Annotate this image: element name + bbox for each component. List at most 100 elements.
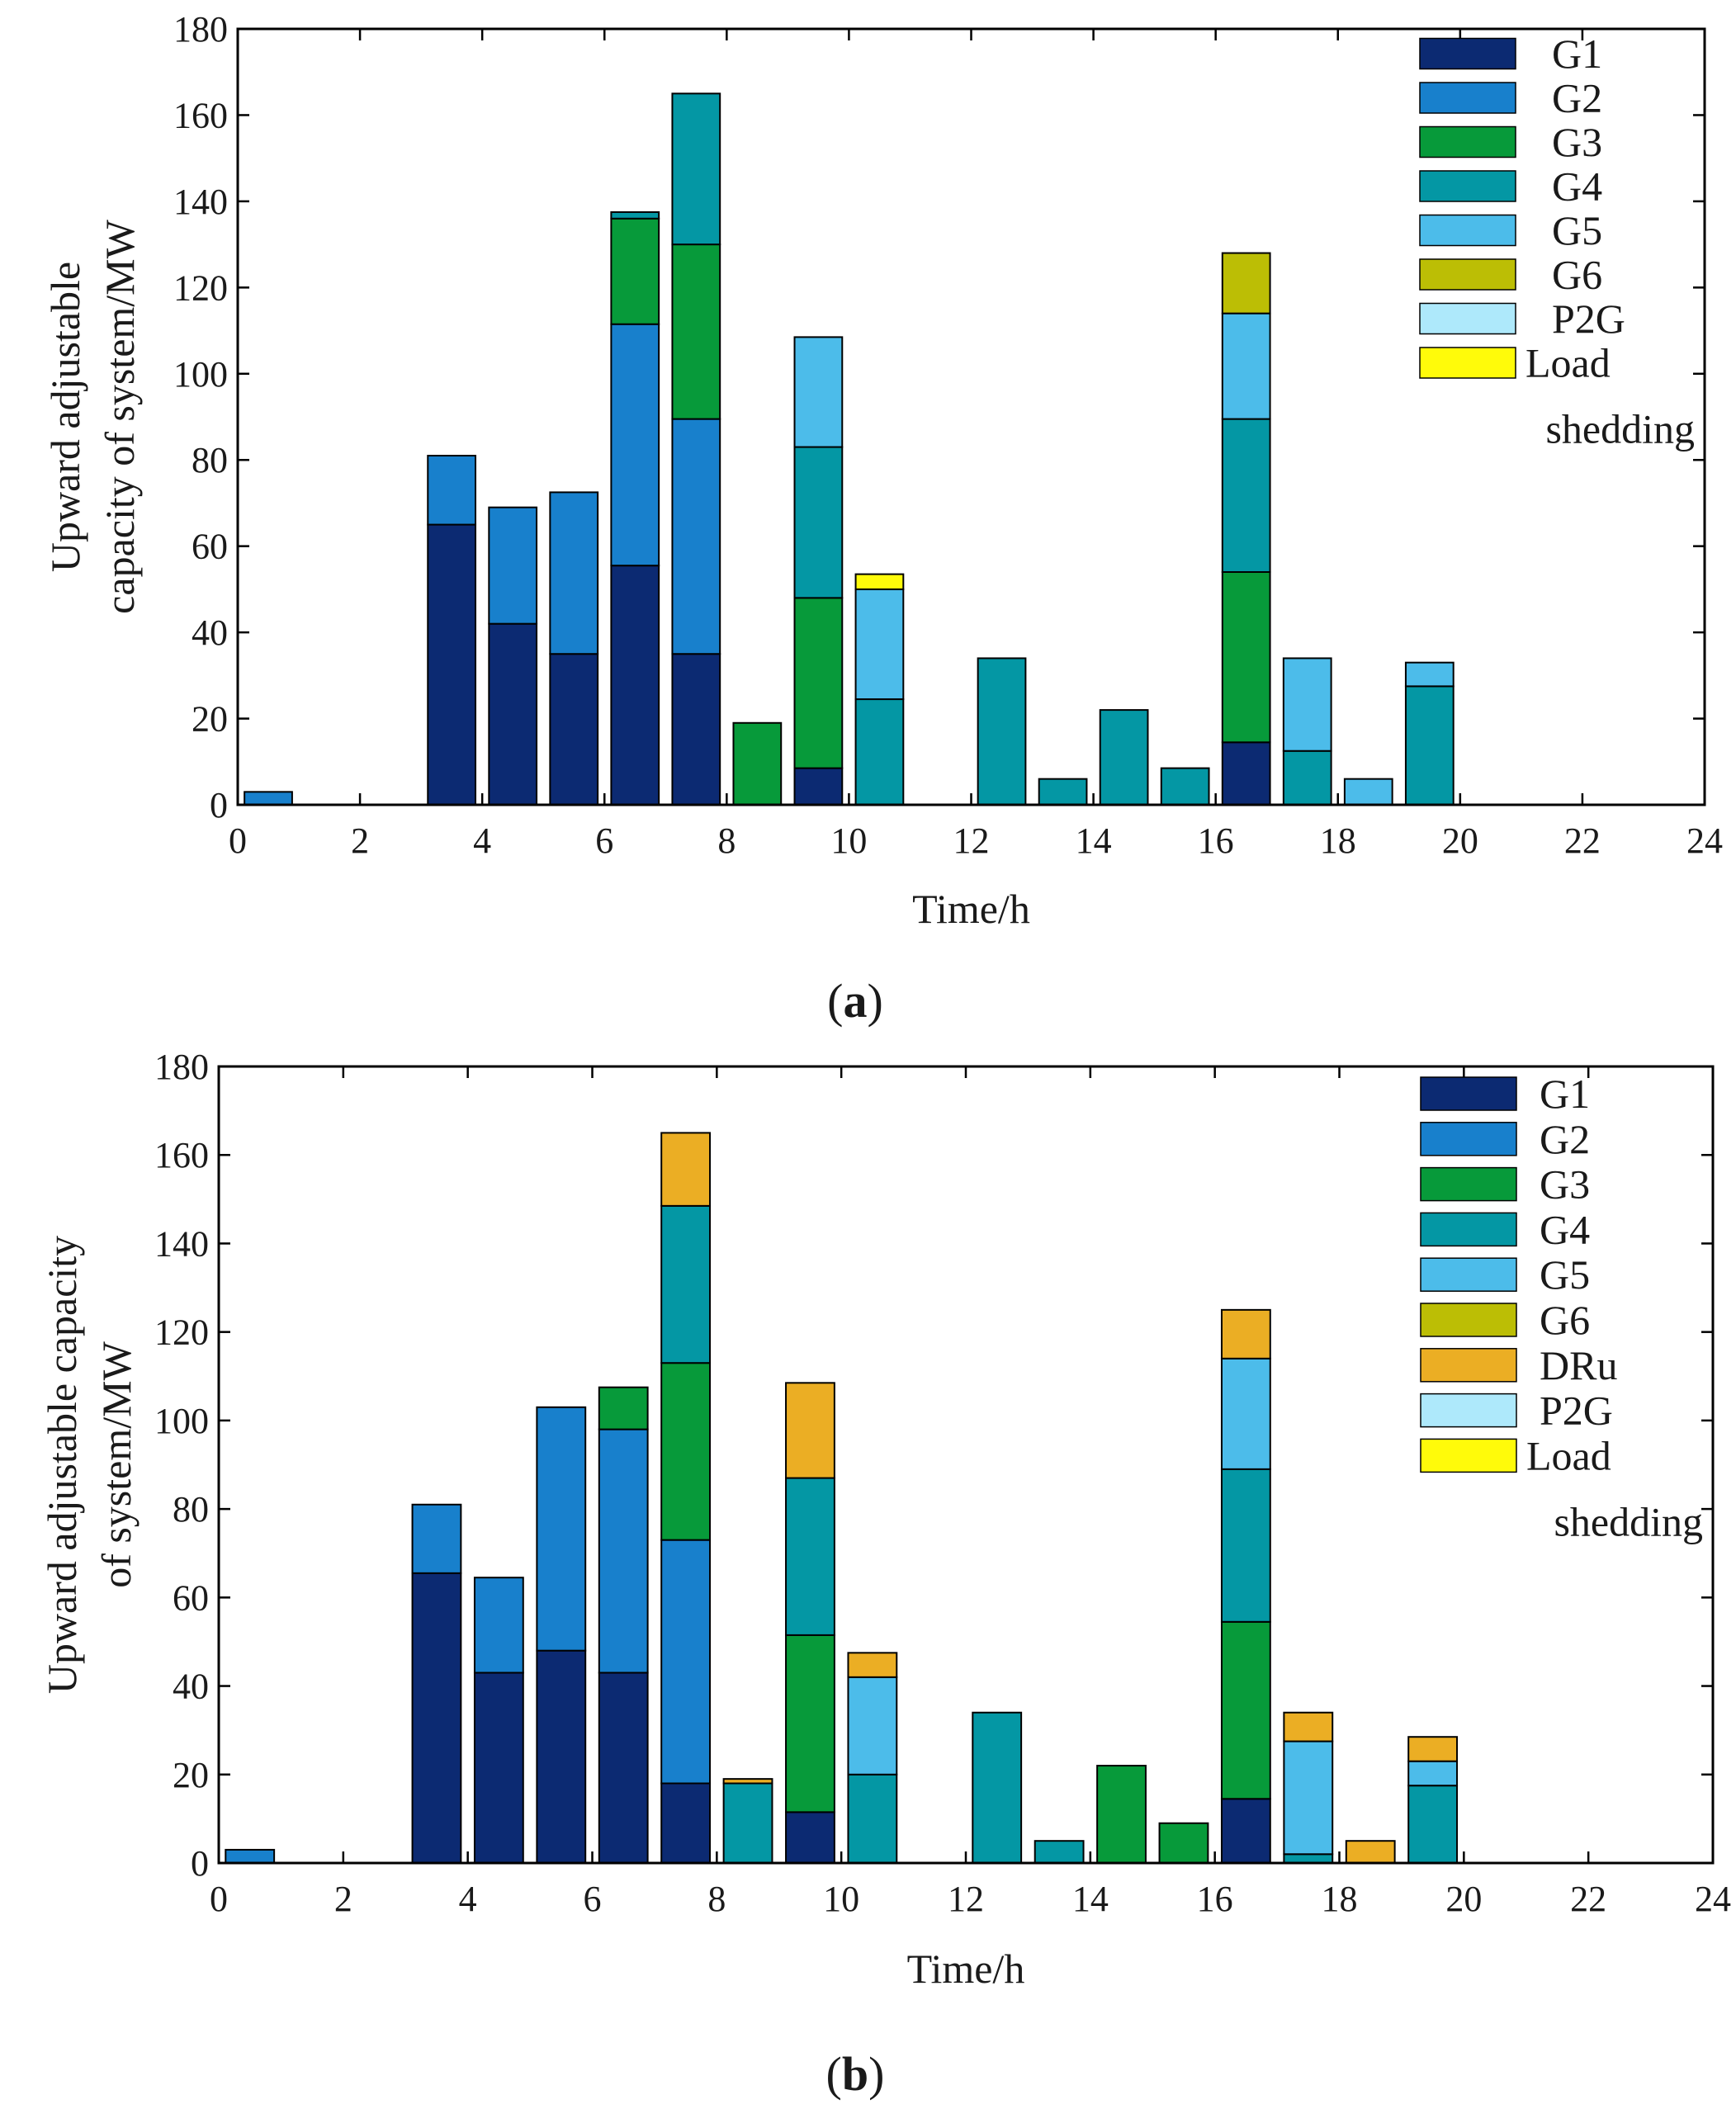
legend-swatch-dru	[1420, 1348, 1517, 1383]
bar-segment-g3-hour-7	[610, 217, 660, 325]
bar-segment-g1-hour-10	[793, 767, 844, 806]
bar-stack-hour-19	[1345, 1840, 1396, 1864]
y-tick-label: 180	[173, 9, 228, 50]
panel-caption: (a)	[827, 974, 883, 1028]
bar-segment-g4-hour-9	[722, 1782, 773, 1864]
caption-open-paren: (	[827, 974, 843, 1028]
legend-label-g4: G4	[1552, 163, 1602, 210]
bar-segment-g4-hour-8	[660, 1204, 712, 1364]
y-tick-label: 120	[173, 267, 228, 308]
legend-swatch-load-shedding	[1420, 1438, 1517, 1473]
bar-stack-hour-1	[244, 791, 293, 806]
y-tick-label: 120	[154, 1312, 209, 1353]
legend-label-p2g: P2G	[1552, 296, 1625, 342]
legend-swatch-g3	[1420, 1166, 1517, 1202]
bar-stack-hour-18	[1282, 657, 1332, 806]
legend-swatch-p2g	[1420, 1393, 1517, 1428]
legend-swatch-g1	[1419, 37, 1516, 70]
bar-segment-g5-hour-17	[1220, 1357, 1271, 1470]
bar-stack-hour-19	[1343, 778, 1393, 806]
legend-label-p2g: P2G	[1540, 1388, 1613, 1434]
x-tick-label: 18	[1322, 1879, 1358, 1919]
x-tick-label: 24	[1695, 1879, 1731, 1919]
bar-stack-hour-13	[972, 1711, 1023, 1864]
bar-segment-g2-hour-8	[660, 1539, 712, 1785]
bar-segment-g5-hour-11	[854, 588, 905, 701]
chart-panel-a: 0 2 4 6 8 10 12 14 16 18 20 22 240204060801001201401…	[42, 9, 1723, 1028]
bar-segment-g5-hour-20	[1407, 1760, 1459, 1787]
bar-stack-hour-15	[1099, 709, 1149, 806]
bar-segment-g4-hour-18	[1283, 1853, 1334, 1865]
bar-stack-hour-8	[671, 92, 721, 806]
x-axis-title: Time/h	[912, 886, 1030, 932]
bar-stack-hour-14	[1034, 1840, 1085, 1864]
caption-letter: b	[842, 2047, 868, 2101]
y-tick-label: 160	[173, 95, 228, 135]
x-tick-label: 18	[1320, 820, 1356, 861]
x-tick-label: 12	[953, 820, 990, 861]
bar-segment-g5-hour-10	[793, 336, 844, 448]
x-tick-label: 4	[459, 1879, 477, 1919]
bar-segment-g2-hour-6	[536, 1406, 587, 1652]
y-tick-label: 100	[154, 1401, 209, 1441]
y-tick-label: 180	[154, 1047, 209, 1087]
legend-swatch-g5	[1420, 1257, 1517, 1292]
bar-segment-g4-hour-20	[1407, 1785, 1459, 1865]
bar-stack-hour-13	[977, 657, 1027, 806]
legend-swatch-g5	[1419, 214, 1516, 247]
y-axis-title-line-2: of system/MW	[93, 1341, 140, 1587]
legend-swatch-g6	[1419, 258, 1516, 291]
bar-segment-g2-hour-5	[488, 506, 538, 625]
y-tick-label: 40	[173, 1667, 209, 1707]
bar-segment-g4-hour-11	[847, 1773, 898, 1865]
legend-label-g5: G5	[1552, 207, 1602, 253]
bar-segment-g3-hour-9	[732, 721, 783, 806]
x-tick-label: 0	[229, 820, 247, 861]
bar-segment-g5-hour-19	[1343, 778, 1393, 806]
bar-segment-g5-hour-17	[1221, 312, 1271, 420]
legend-label-g4: G4	[1540, 1206, 1590, 1252]
legend-label-g6: G6	[1540, 1297, 1590, 1343]
x-tick-label: 6	[584, 1879, 602, 1919]
legend-label-g2: G2	[1540, 1116, 1590, 1162]
y-axis-title-line-2: capacity of system/MW	[97, 219, 143, 613]
bar-stack-hour-4	[427, 455, 477, 806]
legend-swatch-g4	[1420, 1212, 1517, 1247]
bar-segment-g2-hour-1	[244, 791, 293, 806]
bar-segment-g2-hour-7	[610, 323, 660, 567]
x-tick-label: 16	[1198, 820, 1234, 861]
legend-swatch-g2	[1420, 1122, 1517, 1156]
y-tick-label: 0	[191, 1843, 209, 1884]
bar-segment-dru-hour-11	[847, 1652, 898, 1678]
bar-segment-g4-hour-16	[1160, 767, 1210, 806]
bar-segment-g4-hour-20	[1404, 685, 1455, 806]
bar-segment-g2-hour-7	[598, 1428, 649, 1674]
bar-segment-g2-hour-5	[473, 1577, 524, 1674]
bar-segment-load-shedding-hour-11	[854, 573, 905, 590]
bar-segment-g3-hour-17	[1220, 1620, 1271, 1800]
bar-segment-g5-hour-11	[847, 1676, 898, 1776]
x-axis-title: Time/h	[907, 1946, 1025, 1992]
bar-segment-g4-hour-14	[1038, 778, 1088, 806]
bar-segment-g4-hour-17	[1221, 418, 1271, 573]
bar-stack-hour-11	[854, 573, 905, 806]
chart-panel-b: 0 2 4 6 8 10 12 14 16 18 20 22 240204060801001201401…	[39, 1047, 1731, 2101]
bar-segment-g5-hour-18	[1283, 1740, 1334, 1856]
x-tick-label: 14	[1072, 1879, 1109, 1919]
bar-stack-hour-6	[536, 1406, 587, 1864]
bar-segment-g2-hour-1	[225, 1848, 276, 1865]
bar-segment-g4-hour-13	[977, 657, 1027, 806]
x-tick-label: 10	[823, 1879, 859, 1919]
bar-stack-hour-9	[722, 1778, 773, 1864]
bar-segment-g1-hour-8	[660, 1782, 712, 1864]
bar-segment-g1-hour-6	[536, 1649, 587, 1864]
bar-stack-hour-4	[411, 1503, 462, 1864]
y-tick-label: 100	[173, 354, 228, 395]
y-tick-label: 140	[173, 182, 228, 222]
bar-segment-g4-hour-10	[793, 446, 844, 599]
legend-label-load-shedding-line2: shedding	[1554, 1498, 1703, 1544]
bar-segment-g3-hour-10	[793, 597, 844, 769]
bar-segment-g3-hour-8	[671, 244, 721, 420]
